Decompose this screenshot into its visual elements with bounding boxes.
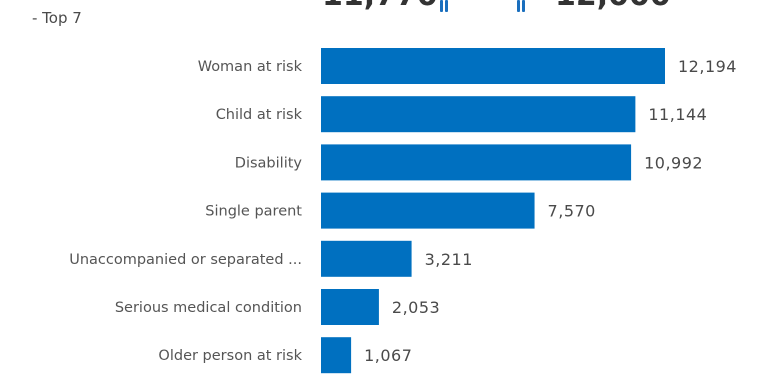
category-label: Disability: [235, 155, 303, 171]
value-label: 1,067: [364, 346, 412, 365]
bar[interactable]: [321, 192, 535, 229]
bar[interactable]: [321, 96, 636, 133]
chart-subtitle: - Top 7: [32, 9, 82, 27]
total-count-left: 11,770: [322, 0, 438, 12]
category-label: Serious medical condition: [115, 300, 302, 316]
category-label: Unaccompanied or separated ...: [69, 252, 302, 268]
category-label: Child at risk: [216, 107, 303, 123]
value-label: 11,144: [648, 105, 707, 124]
header-strip: 11,770 12,000: [0, 0, 772, 12]
value-label: 2,053: [392, 298, 440, 317]
category-label: Single parent: [205, 204, 302, 220]
value-label: 3,211: [425, 250, 473, 269]
bar[interactable]: [321, 289, 379, 325]
value-label: 7,570: [548, 202, 596, 221]
bar[interactable]: [321, 240, 412, 277]
bar[interactable]: [321, 337, 352, 374]
bar[interactable]: [321, 144, 632, 181]
person-icon-female: [517, 0, 525, 12]
category-label: Older person at risk: [158, 348, 302, 364]
bar[interactable]: [321, 48, 665, 84]
value-label: 10,992: [644, 153, 703, 172]
person-icon-male: [440, 0, 448, 12]
category-label: Woman at risk: [198, 59, 303, 75]
total-count-right: 12,000: [555, 0, 671, 12]
value-label: 12,194: [678, 57, 737, 76]
